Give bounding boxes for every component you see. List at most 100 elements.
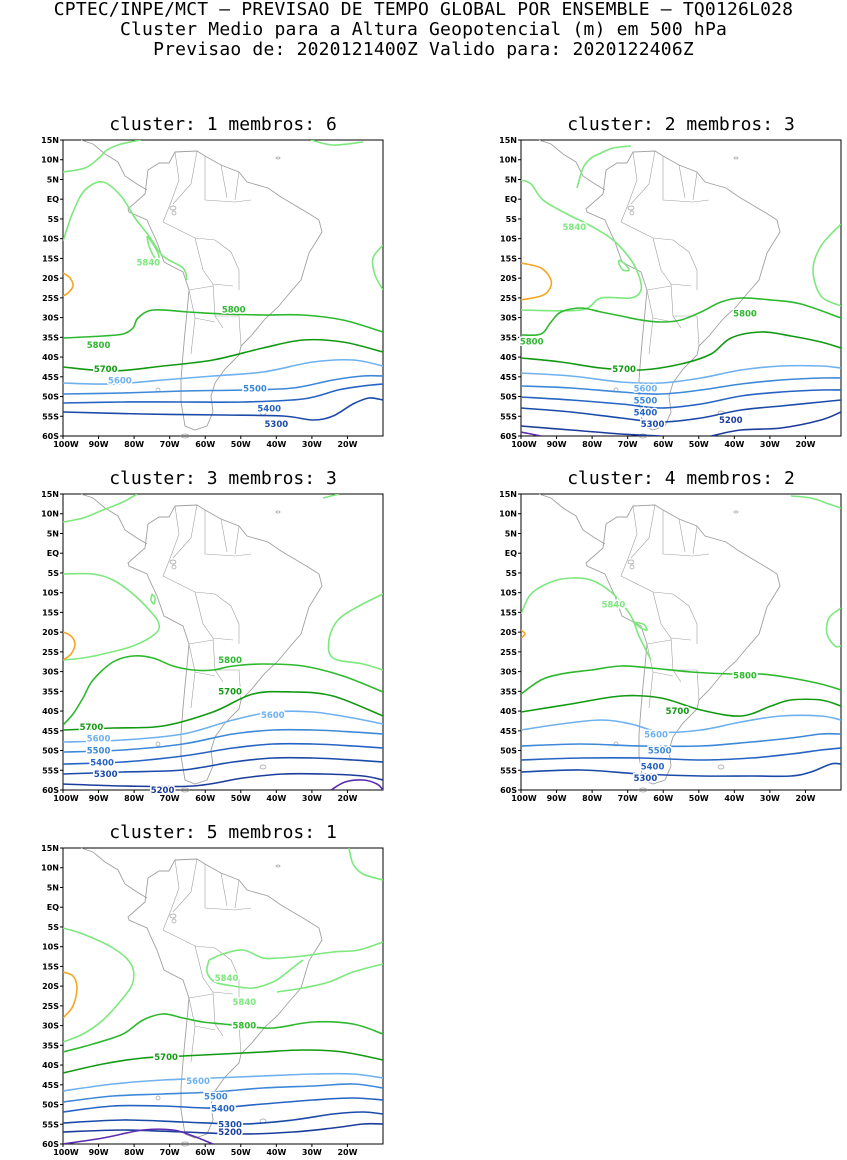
country-border <box>620 221 698 290</box>
country-border <box>673 315 700 347</box>
island <box>259 764 267 770</box>
contour-label-5700: 5700 <box>94 365 118 375</box>
contour-lines <box>63 848 383 1144</box>
contour-label-5400: 5400 <box>90 758 114 768</box>
contour-5300 <box>63 756 383 775</box>
contour-5300 <box>521 399 841 423</box>
coastlines <box>80 139 323 439</box>
lat-tick-label: 30S <box>500 314 517 323</box>
contour-5840 <box>371 244 383 291</box>
lat-tick-label: 35S <box>500 687 517 696</box>
contour-label-5300: 5300 <box>634 774 658 784</box>
contour-5100 <box>521 431 542 436</box>
lat-tick-label: 15S <box>500 254 517 263</box>
contour-5840 <box>521 577 652 661</box>
lat-tick-label: 60S <box>500 432 517 441</box>
lon-tick-label: 60W <box>195 1148 215 1157</box>
contour-5400 <box>63 742 383 765</box>
lat-tick-label: 60S <box>42 1140 59 1149</box>
contour-label-5600: 5600 <box>87 735 111 745</box>
island <box>155 1095 161 1101</box>
island <box>275 156 281 160</box>
island <box>275 864 281 868</box>
contour-5200 <box>710 411 841 436</box>
contour-5200 <box>63 1122 383 1135</box>
contour-label-5700: 5700 <box>612 365 636 375</box>
lon-tick-label: 100W <box>53 794 79 803</box>
contour-5840 <box>617 259 630 272</box>
contour-5840 <box>63 494 138 523</box>
country-border <box>204 156 252 203</box>
lat-tick-label: 5S <box>506 215 518 224</box>
lon-tick-label: 90W <box>89 440 109 449</box>
south-america-outline <box>127 858 323 1139</box>
contour-5500 <box>521 732 841 748</box>
panel-title: cluster: 2 membros: 3 <box>567 114 795 135</box>
contour-5700 <box>521 331 841 371</box>
contour-label-5300: 5300 <box>218 1120 242 1130</box>
panel-title: cluster: 1 membros: 6 <box>109 114 337 135</box>
country-border <box>652 671 674 677</box>
contour-5600 <box>521 714 841 734</box>
lat-tick-label: 40S <box>42 353 59 362</box>
country-border <box>692 525 698 555</box>
lat-tick-label: EQ <box>47 195 59 204</box>
contour-5300 <box>521 762 841 778</box>
lat-tick-label: 5N <box>505 529 517 538</box>
island <box>629 210 635 216</box>
lat-tick-label: 50S <box>42 1101 59 1110</box>
geopotential-map: 15N 10N 5N EQ 5S 10S 15S 20S 25S 30S 35S 40S 45S 50S 5… <box>41 490 384 803</box>
contour-label-5400: 5400 <box>641 762 665 772</box>
country-border <box>620 151 638 223</box>
contour-label-5840: 5840 <box>562 223 586 233</box>
country-border <box>194 591 234 641</box>
map-frame <box>520 493 842 791</box>
lat-tick-label: EQ <box>47 903 59 912</box>
lon-tick-label: 30W <box>760 794 780 803</box>
lat-tick-label: EQ <box>505 195 517 204</box>
south-america-outline <box>127 504 323 785</box>
lat-tick-label: 15N <box>41 490 59 499</box>
lon-tick-label: 40W <box>266 440 286 449</box>
contour-5700 <box>63 338 383 372</box>
contour-label-5800: 5800 <box>520 337 544 347</box>
lon-tick-label: 70W <box>160 440 180 449</box>
lat-tick-label: 15S <box>42 962 59 971</box>
country-border <box>652 237 692 287</box>
country-border <box>662 156 710 203</box>
contour-lines <box>521 145 841 436</box>
contour-5400 <box>63 383 383 404</box>
lon-tick-label: 30W <box>302 1148 322 1157</box>
country-border <box>162 221 240 290</box>
lat-tick-label: 15N <box>499 136 517 145</box>
contour-label-5800: 5800 <box>222 306 246 316</box>
contour-label-5800: 5800 <box>733 310 757 320</box>
lat-tick-label: 25S <box>42 648 59 657</box>
lat-tick-label: 5N <box>505 175 517 184</box>
contour-lines <box>63 494 383 790</box>
map-frame <box>62 139 384 437</box>
lat-tick-label: 55S <box>42 766 59 775</box>
lat-tick-label: 20S <box>42 628 59 637</box>
island <box>733 156 739 160</box>
island <box>733 510 739 514</box>
contour-label-5300: 5300 <box>94 770 118 780</box>
lat-tick-label: 50S <box>500 393 517 402</box>
country-border <box>162 575 240 644</box>
panel-title: cluster: 4 membros: 2 <box>567 468 795 489</box>
contour-5500 <box>63 1083 383 1103</box>
lat-tick-label: 25S <box>42 1002 59 1011</box>
contour-label-5500: 5500 <box>204 1093 228 1103</box>
country-border <box>220 164 228 199</box>
central-america-outline <box>80 847 148 899</box>
lat-tick-label: EQ <box>47 549 59 558</box>
country-border <box>162 505 180 577</box>
central-america-outline <box>80 139 148 191</box>
lat-tick-label: 20S <box>42 274 59 283</box>
lat-tick-label: 30S <box>42 1022 59 1031</box>
island <box>171 210 177 216</box>
contour-5100 <box>63 1128 214 1144</box>
contour-label-5840: 5840 <box>602 601 626 611</box>
contour-5400 <box>521 389 841 409</box>
geopotential-map: 15N 10N 5N EQ 5S 10S 15S 20S 25S 30S 35S 40S 45S 50S 5… <box>499 136 842 449</box>
